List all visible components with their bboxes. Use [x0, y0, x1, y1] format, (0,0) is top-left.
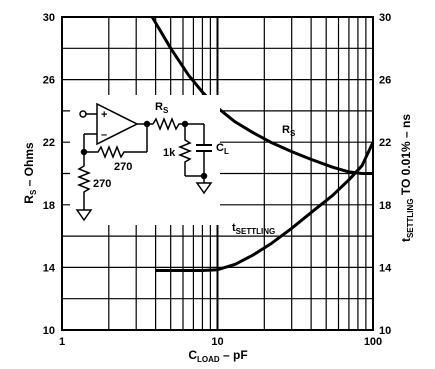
schematic-270-ground-label: 270 [93, 178, 111, 190]
y-axis-left-title: RS – Ohms [22, 142, 38, 204]
y-tick-label-left: 18 [43, 200, 55, 212]
y-axis-right-title-rest: TO 0.01% – ns [399, 114, 413, 199]
x-tick-label: 10 [211, 336, 223, 348]
resistor-rs [152, 116, 185, 132]
y-axis-right-title-sub: SETTLING [406, 198, 415, 238]
schematic-plus-label: + [101, 109, 107, 121]
series-label-rs-sub: S [290, 129, 296, 138]
y-tick-label-right: 14 [379, 262, 392, 274]
x-tick-label: 100 [364, 336, 382, 348]
y-axis-left-title-sub: S [29, 189, 38, 195]
y-tick-label-left: 10 [43, 325, 55, 337]
series-label-tsettling: tSETTLING [232, 222, 275, 236]
series-label-tsettling-main: t [232, 222, 236, 234]
schematic-cl-label: CL [216, 142, 229, 156]
feedback-resistor-270 [84, 144, 130, 160]
y-axis-right-title-main: t [399, 238, 413, 242]
series-line-t-settling [155, 141, 375, 272]
resistor-1k [177, 124, 193, 176]
x-axis-title-sub: LOAD [197, 355, 220, 364]
series-group [150, 16, 375, 272]
series-label-tsettling-sub: SETTLING [236, 227, 276, 236]
x-tick-label: 1 [59, 336, 65, 348]
series-line-r-s [150, 16, 373, 175]
y-tick-label-right: 22 [379, 137, 391, 149]
y-tick-label-left: 26 [43, 75, 55, 87]
y-tick-label-right: 26 [379, 75, 391, 87]
series-label-rs-main: R [282, 124, 290, 136]
ground-symbol-right [195, 182, 213, 195]
y-axis-right-title: tSETTLING TO 0.01% – ns [399, 114, 415, 242]
op-amp-triangle [96, 102, 139, 146]
schematic-rs-sub: S [163, 106, 169, 115]
schematic-cl-main: C [216, 142, 224, 154]
schematic-rs-main: R [155, 101, 163, 113]
schematic-rs-label: RS [155, 101, 169, 115]
y-axis-left-title-rest: – Ohms [22, 142, 36, 190]
y-tick-label-right: 18 [379, 200, 391, 212]
y-tick-label-left: 14 [43, 262, 56, 274]
schematic-270-feedback-label: 270 [114, 161, 132, 173]
y-tick-label-right: 30 [379, 12, 391, 24]
inset-schematic [70, 95, 220, 225]
x-axis-title-rest: – pF [220, 348, 248, 362]
schematic-cl-sub: L [224, 147, 229, 156]
y-tick-label-right: 10 [379, 325, 391, 337]
ground-resistor-270 [76, 152, 92, 205]
series-label-rs: RS [282, 124, 296, 138]
y-axis-left-title-main: R [22, 195, 36, 204]
schematic-1k-label: 1k [163, 147, 176, 159]
input-terminal [79, 110, 87, 118]
y-tick-label-left: 22 [43, 137, 55, 149]
schematic-minus-label: – [101, 129, 107, 141]
ground-symbol-left [75, 209, 93, 222]
schematic-background [70, 95, 220, 225]
y-tick-label-left: 30 [43, 12, 55, 24]
x-axis-title-main: C [188, 348, 197, 362]
x-axis-title: CLOAD – pF [188, 348, 247, 364]
